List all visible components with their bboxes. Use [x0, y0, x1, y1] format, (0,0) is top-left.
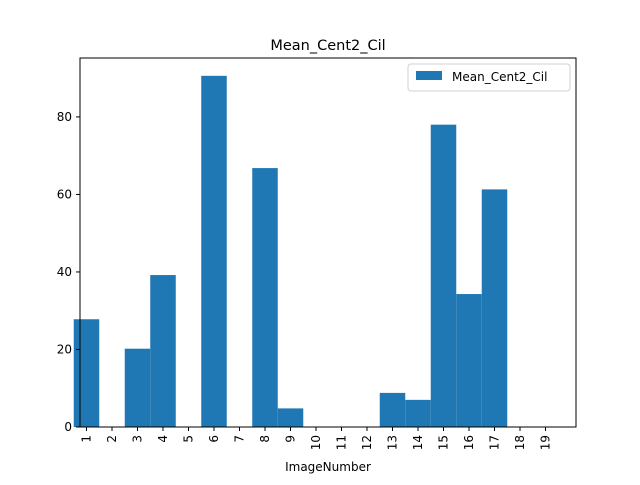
bar-9 — [277, 408, 304, 427]
bar-15 — [430, 124, 457, 428]
x-tick-label: 9 — [284, 435, 298, 443]
bars-layer — [73, 75, 508, 428]
x-tick-label: 14 — [411, 435, 425, 450]
legend: Mean_Cent2_Cil — [407, 63, 571, 92]
y-tick-label: 40 — [57, 265, 72, 279]
bar-3 — [124, 348, 151, 427]
x-tick-label: 13 — [386, 435, 400, 450]
axes-frame — [79, 57, 577, 428]
bar-1 — [73, 319, 100, 427]
bar-4 — [150, 275, 176, 427]
x-tick-label: 7 — [233, 435, 247, 443]
x-tick-label: 15 — [437, 435, 451, 450]
x-tick-label: 18 — [513, 435, 527, 450]
bar-16 — [456, 294, 482, 427]
x-tick-label: 6 — [207, 435, 221, 443]
y-tick-label: 60 — [57, 187, 72, 201]
bar-8 — [252, 168, 278, 427]
legend-label: Mean_Cent2_Cil — [452, 70, 547, 84]
x-tick-label: 19 — [539, 435, 553, 450]
x-tick-label: 17 — [488, 435, 502, 450]
x-tick-label: 11 — [335, 435, 349, 450]
chart-title: Mean_Cent2_Cil — [270, 38, 385, 54]
x-axis-title: ImageNumber — [285, 460, 371, 474]
y-tick-label: 0 — [64, 420, 72, 434]
bar-13 — [379, 392, 406, 427]
x-tick-label: 12 — [360, 435, 374, 450]
y-tick-label: 80 — [57, 110, 72, 124]
legend-frame — [407, 63, 571, 92]
x-tick-label: 1 — [80, 435, 94, 443]
x-tick-label: 16 — [462, 435, 476, 450]
y-tick-label: 20 — [57, 342, 72, 356]
x-tick-label: 2 — [105, 435, 119, 443]
x-tick-labels: 1 2 3 4 5 6 7 8 9 10 11 12 13 14 15 16 17 18 19 — [80, 427, 553, 450]
x-tick-label: 10 — [309, 435, 323, 450]
x-tick-label: 8 — [258, 435, 272, 443]
axes-layer — [79, 57, 577, 428]
y-tick-labels: 0 20 40 60 80 — [57, 110, 80, 434]
bar-14 — [405, 399, 431, 427]
bar-6 — [201, 75, 227, 427]
bar-17 — [481, 189, 508, 427]
legend-swatch — [416, 71, 442, 80]
x-tick-label: 3 — [131, 435, 145, 443]
x-tick-label: 5 — [182, 435, 196, 443]
x-tick-label: 4 — [156, 435, 170, 443]
